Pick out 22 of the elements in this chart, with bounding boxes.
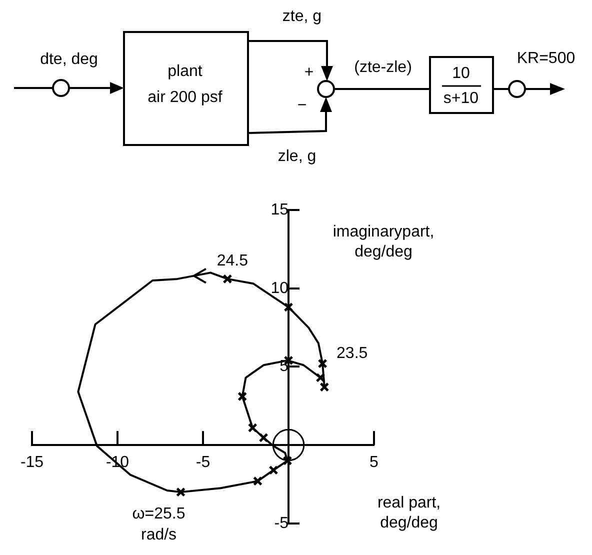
text: (zte-zle) <box>354 59 412 76</box>
annotation: ω=25.5 rad/s <box>132 505 186 544</box>
x-tick-label: 5 <box>370 454 379 472</box>
y-tick-label: -5 <box>274 514 289 532</box>
x-tick-label: -15 <box>20 454 44 472</box>
x-tick-label: -5 <box>196 454 210 472</box>
text: s+10 <box>443 90 479 108</box>
text: zte, g <box>282 8 322 26</box>
text: 10 <box>452 65 470 82</box>
annotation: 24.5 <box>216 252 248 270</box>
text: zle, g <box>278 148 316 166</box>
y-tick-label: 15 <box>270 201 289 218</box>
text: + <box>304 64 314 82</box>
text: plant <box>168 63 203 80</box>
x-axis-title: real part, deg/deg <box>377 494 441 532</box>
text: − <box>297 97 307 114</box>
y-tick-label: 10 <box>270 280 289 297</box>
annotation: 23.5 <box>336 344 368 362</box>
text: KR=500 <box>516 50 576 68</box>
text: dte, deg <box>40 51 98 68</box>
text: air 200 psf <box>148 89 223 106</box>
y-axis-title: imaginarypart, deg/deg <box>332 223 434 260</box>
